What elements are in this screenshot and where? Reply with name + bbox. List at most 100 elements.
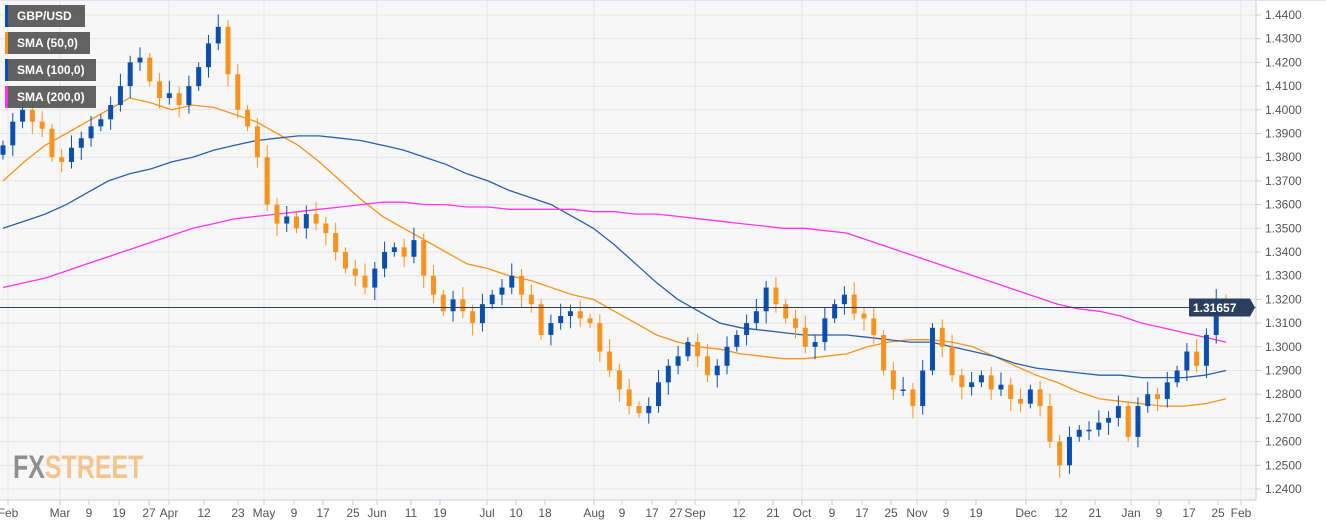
candle-bullish — [665, 359, 671, 395]
candle-body — [1174, 370, 1180, 383]
candle-bullish — [196, 62, 202, 91]
y-tick-label: 1.3300 — [1265, 269, 1302, 283]
candle-bullish — [205, 34, 211, 78]
x-tick-label: 17 — [645, 506, 659, 520]
candle-bullish — [998, 372, 1004, 397]
candle-body — [1184, 351, 1190, 371]
candle-body — [411, 240, 417, 257]
y-tick-label: 1.3500 — [1265, 221, 1302, 235]
x-tick-label: Jan — [1121, 506, 1140, 520]
candle-bearish — [313, 201, 319, 231]
candle-body — [29, 109, 35, 122]
candle-body — [812, 342, 818, 347]
last-price-label: 1.31657 — [1193, 301, 1237, 315]
candle-bullish — [1145, 381, 1151, 413]
candle-body — [470, 311, 476, 324]
sma-line-100-0 — [2, 135, 1227, 379]
y-axis: 1.2400 1.2500 1.2600 1.2700 1.2800 1.2900 1.30… — [1255, 0, 1302, 500]
candle-body — [382, 252, 388, 269]
candle-body — [1057, 441, 1063, 466]
candle-bearish — [362, 263, 368, 295]
candle-bullish — [1164, 371, 1170, 408]
x-tick-label: 19 — [433, 506, 447, 520]
legend-sma50[interactable]: SMA (50,0) — [5, 32, 90, 54]
candle-body — [1155, 394, 1161, 399]
y-tick-label: 1.3400 — [1265, 245, 1302, 259]
x-tick-label: 19 — [112, 506, 126, 520]
candle-body — [313, 214, 319, 224]
candle-bullish — [0, 140, 6, 160]
x-tick-label: 10 — [509, 506, 523, 520]
candle-body — [656, 382, 662, 407]
candle-body — [352, 268, 358, 276]
x-tick-label: Aug — [583, 506, 604, 520]
candle-bullish — [832, 299, 838, 324]
sma-line-50-0 — [2, 97, 1227, 407]
candle-bullish — [929, 323, 935, 376]
candle-bullish — [734, 330, 740, 352]
legend-sma200[interactable]: SMA (200,0) — [5, 86, 96, 108]
candle-bullish — [98, 114, 104, 132]
legend-gbpusd[interactable]: GBP/USD — [5, 5, 85, 27]
candle-bearish — [519, 269, 525, 307]
candle-body — [225, 26, 231, 75]
candle-body — [127, 62, 133, 87]
candle-bullish — [1066, 426, 1072, 474]
x-tick-label: 18 — [538, 506, 552, 520]
candle-bullish — [724, 336, 730, 375]
candle-body — [450, 299, 456, 312]
candle-body — [59, 157, 65, 162]
candle-body — [636, 406, 642, 414]
candle-bearish — [254, 117, 260, 168]
candle-body — [920, 370, 926, 407]
candle-body — [832, 304, 838, 319]
candle-bearish — [802, 315, 808, 354]
candle-body — [215, 26, 221, 44]
logo-street: STREET — [44, 449, 144, 485]
x-tick-label: 25 — [346, 506, 360, 520]
candle-body — [1164, 382, 1170, 399]
candle-bullish — [372, 261, 378, 300]
y-tick-label: 1.4100 — [1265, 79, 1302, 93]
candle-bullish — [753, 298, 759, 330]
candle-bullish — [920, 360, 926, 415]
candle-bearish — [851, 282, 857, 321]
candle-bearish — [910, 382, 916, 419]
y-tick-label: 1.4300 — [1265, 32, 1302, 46]
candle-body — [548, 323, 554, 335]
y-tick-label: 1.4200 — [1265, 55, 1302, 69]
candle-body — [871, 318, 877, 335]
candle-bearish — [871, 307, 877, 344]
candle-bullish — [1203, 328, 1209, 379]
candle-bearish — [1008, 378, 1014, 412]
candle-body — [959, 375, 965, 388]
y-tick-label: 1.2800 — [1265, 387, 1302, 401]
x-tick-label: 9 — [1156, 506, 1163, 520]
candle-body — [1037, 389, 1043, 407]
candle-bearish — [430, 265, 436, 304]
logo-fx: FX — [13, 449, 45, 485]
candle-body — [1203, 334, 1209, 366]
candle-bullish — [127, 55, 133, 99]
candle-body — [372, 268, 378, 288]
candle-body — [704, 356, 710, 376]
candle-bearish — [1155, 387, 1161, 412]
candle-bullish — [675, 345, 681, 375]
candle-bearish — [597, 314, 603, 362]
candle-body — [205, 43, 211, 68]
legend-label: GBP/USD — [17, 9, 72, 23]
candle-bullish — [166, 80, 172, 105]
y-tick-label: 1.4000 — [1265, 103, 1302, 117]
candle-bearish — [793, 309, 799, 339]
candle-body — [440, 294, 446, 312]
candle-body — [20, 109, 26, 122]
candle-body — [117, 86, 123, 106]
candle-bearish — [949, 334, 955, 382]
candle-bearish — [890, 361, 896, 400]
legend-sma100[interactable]: SMA (100,0) — [5, 59, 96, 81]
candle-bearish — [440, 289, 446, 316]
candle-bullish — [10, 113, 16, 156]
y-tick-label: 1.4400 — [1265, 8, 1302, 22]
candle-body — [274, 204, 280, 224]
candle-body — [479, 304, 485, 324]
